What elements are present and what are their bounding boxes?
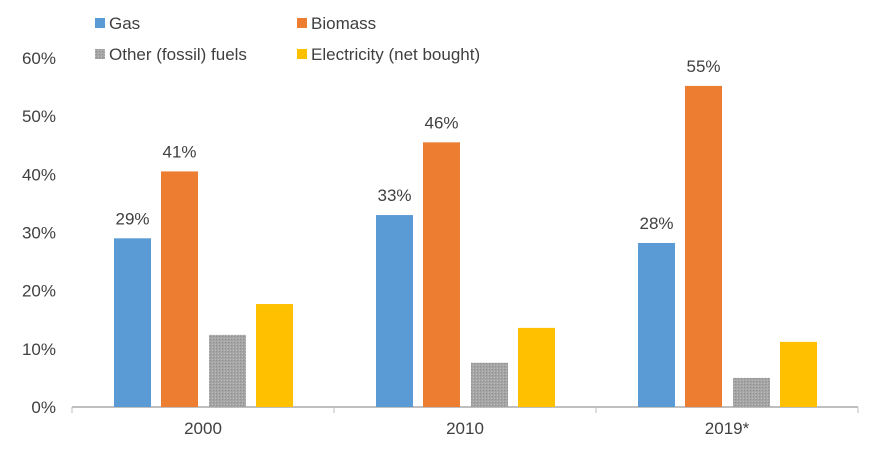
bar-electricity-net-bought- [780, 341, 817, 407]
legend-label: Gas [109, 14, 140, 33]
y-tick-label: 60% [22, 49, 56, 68]
y-tick-label: 0% [31, 398, 56, 417]
bar-gas [638, 242, 675, 407]
bar-electricity-net-bought- [518, 327, 555, 407]
bar-biomass [161, 171, 198, 407]
data-label: 29% [115, 209, 149, 228]
data-label: 46% [424, 113, 458, 132]
legend-swatch [95, 49, 105, 59]
y-tick-label: 10% [22, 340, 56, 359]
x-tick-label: 2000 [184, 419, 222, 438]
bar-gas [114, 238, 151, 407]
legend-label: Other (fossil) fuels [109, 45, 247, 64]
legend-swatch [297, 18, 307, 28]
y-tick-label: 50% [22, 107, 56, 126]
legend-label: Biomass [311, 14, 376, 33]
bar-gas [376, 215, 413, 407]
data-label: 55% [686, 57, 720, 76]
x-tick-label: 2019* [705, 419, 750, 438]
bar-other-fossil-fuels [733, 377, 770, 407]
y-tick-label: 20% [22, 282, 56, 301]
bar-other-fossil-fuels [209, 334, 246, 407]
bar-biomass [423, 142, 460, 407]
bar-biomass [685, 85, 722, 408]
bar-other-fossil-fuels [471, 362, 508, 407]
legend-label: Electricity (net bought) [311, 45, 480, 64]
data-label: 41% [162, 142, 196, 161]
data-label: 28% [639, 214, 673, 233]
data-label: 33% [377, 186, 411, 205]
legend-swatch [95, 18, 105, 28]
y-tick-label: 40% [22, 165, 56, 184]
y-tick-label: 30% [22, 224, 56, 243]
x-tick-label: 2010 [446, 419, 484, 438]
bar-electricity-net-bought- [256, 304, 293, 407]
legend-swatch [297, 49, 307, 59]
